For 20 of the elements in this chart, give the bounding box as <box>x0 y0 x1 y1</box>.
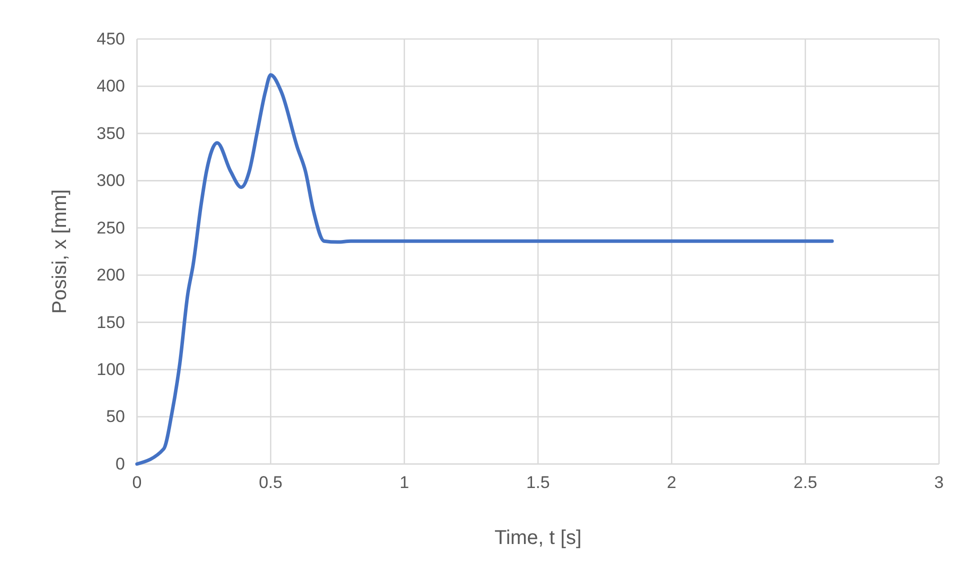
y-tick-label: 50 <box>106 407 125 426</box>
y-tick-label: 100 <box>96 360 125 379</box>
y-axis-title: Posisi, x [mm] <box>49 189 71 314</box>
x-tick-label: 1 <box>400 473 410 492</box>
x-tick-label: 3 <box>934 473 944 492</box>
y-tick-label: 450 <box>96 29 125 48</box>
x-tick-label: 0 <box>132 473 142 492</box>
x-axis-title: Time, t [s] <box>494 527 582 549</box>
x-tick-label: 1.5 <box>526 473 550 492</box>
y-tick-label: 150 <box>96 312 125 332</box>
y-tick-label: 250 <box>96 218 125 238</box>
y-tick-label: 350 <box>96 124 125 143</box>
x-tick-label: 2 <box>666 473 676 492</box>
y-tick-label: 300 <box>96 171 125 190</box>
y-tick-label: 400 <box>96 76 125 96</box>
line-series <box>135 73 834 466</box>
y-tick-label: 200 <box>96 266 125 285</box>
x-tick-label: 2.5 <box>794 473 818 492</box>
y-tick-label: 0 <box>116 454 125 474</box>
x-tick-label: 0.5 <box>258 473 282 492</box>
